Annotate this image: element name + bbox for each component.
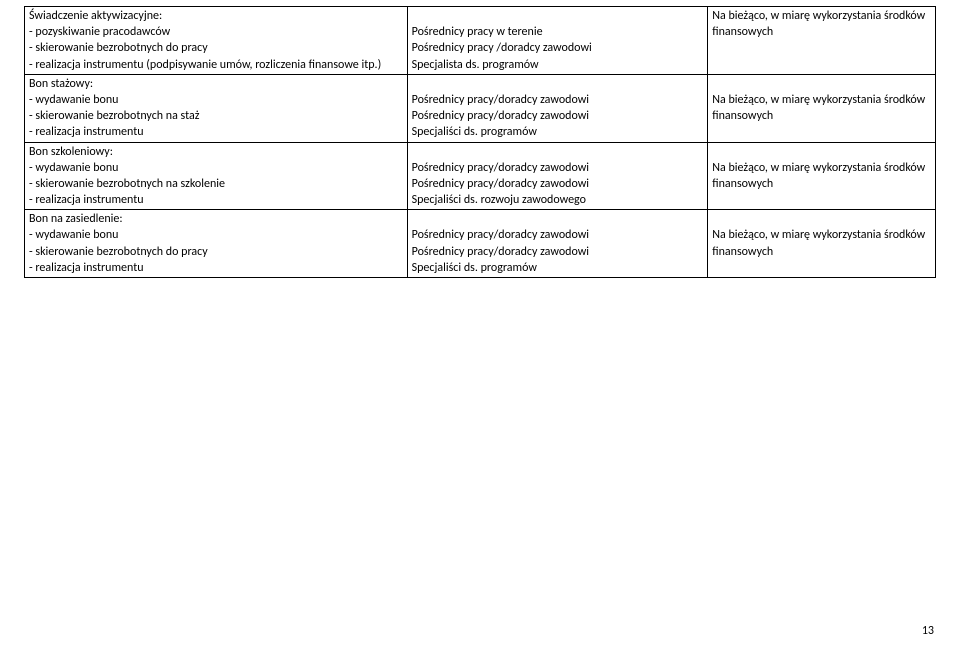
cell-term: Na bieżąco, w miarę wykorzystania środkó… [708,210,936,278]
table-row: Bon stażowy: - wydawanie bonu - skierowa… [25,74,936,142]
cell-responsible: Pośrednicy pracy/doradcy zawodowi Pośred… [407,210,708,278]
table-row: Bon szkoleniowy: - wydawanie bonu - skie… [25,142,936,210]
cell-term: Na bieżąco, w miarę wykorzystania środkó… [708,7,936,75]
cell-activity: Bon szkoleniowy: - wydawanie bonu - skie… [25,142,408,210]
cell-responsible: Pośrednicy pracy/doradcy zawodowi Pośred… [407,74,708,142]
cell-activity: Świadczenie aktywizacyjne: - pozyskiwani… [25,7,408,75]
cell-term: Na bieżąco, w miarę wykorzystania środkó… [708,142,936,210]
cell-activity: Bon stażowy: - wydawanie bonu - skierowa… [25,74,408,142]
table-row: Bon na zasiedlenie: - wydawanie bonu - s… [25,210,936,278]
cell-responsible: Pośrednicy pracy w terenie Pośrednicy pr… [407,7,708,75]
cell-responsible: Pośrednicy pracy/doradcy zawodowi Pośred… [407,142,708,210]
main-table: Świadczenie aktywizacyjne: - pozyskiwani… [24,6,936,278]
cell-activity: Bon na zasiedlenie: - wydawanie bonu - s… [25,210,408,278]
table-row: Świadczenie aktywizacyjne: - pozyskiwani… [25,7,936,75]
cell-term: Na bieżąco, w miarę wykorzystania środkó… [708,74,936,142]
page-number: 13 [922,624,934,638]
page-content: Świadczenie aktywizacyjne: - pozyskiwani… [0,0,960,278]
